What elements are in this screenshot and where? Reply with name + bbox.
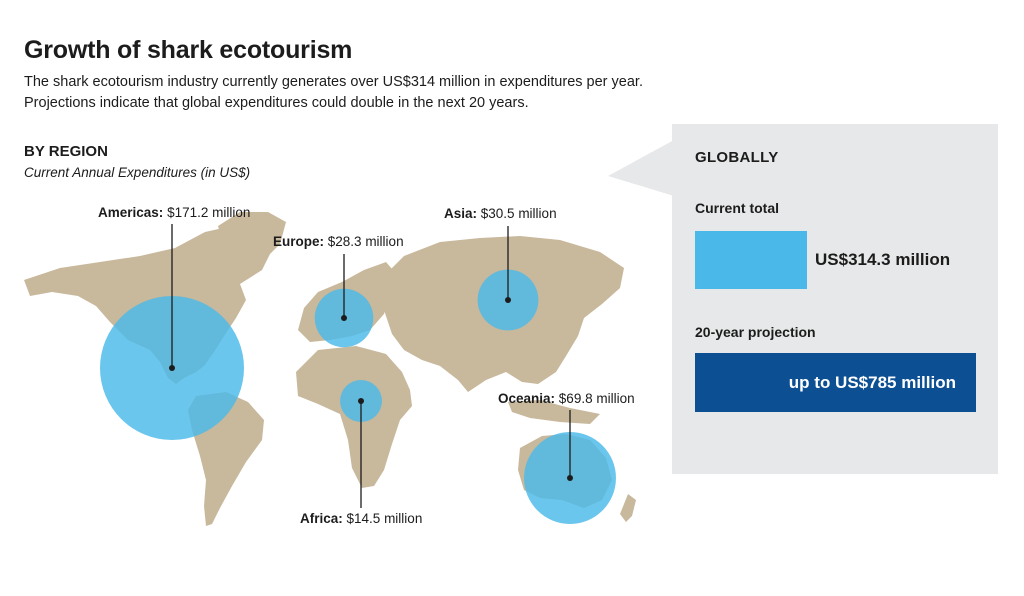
region-value: $28.3 million xyxy=(327,234,404,249)
projection-bar: up to US$785 million xyxy=(695,353,976,412)
region-label-africa: Africa: $14.5 million xyxy=(300,511,422,526)
page-title: Growth of shark ecotourism xyxy=(24,36,353,64)
region-label-oceania: Oceania: $69.8 million xyxy=(498,391,635,406)
region-heading: BY REGION xyxy=(24,143,108,160)
bubble-center-dot-africa xyxy=(358,398,364,404)
bubble-center-dot-europe xyxy=(341,315,347,321)
region-name: Asia: xyxy=(444,206,478,221)
projection-label: 20-year projection xyxy=(695,324,816,340)
region-label-europe: Europe: $28.3 million xyxy=(273,234,404,249)
region-label-asia: Asia: $30.5 million xyxy=(444,206,557,221)
indonesia-landmass xyxy=(508,400,600,424)
region-value: $14.5 million xyxy=(346,511,423,526)
region-name: Africa: xyxy=(300,511,343,526)
leader-lines xyxy=(169,224,573,508)
region-value: $171.2 million xyxy=(167,205,251,220)
globally-heading: GLOBALLY xyxy=(695,149,779,166)
panel-pointer xyxy=(608,140,674,196)
region-name: Oceania: xyxy=(498,391,556,406)
bubble-center-dot-asia xyxy=(505,297,511,303)
globally-panel xyxy=(672,124,998,474)
bubble-center-dot-americas xyxy=(169,365,175,371)
projection-value: up to US$785 million xyxy=(788,373,956,392)
new-zealand-landmass xyxy=(620,494,636,522)
current-total-value: US$314.3 million xyxy=(815,250,951,269)
world-map xyxy=(24,212,636,526)
current-total-swatch xyxy=(695,231,807,289)
region-label-americas: Americas: $171.2 million xyxy=(98,205,250,220)
region-name: Americas: xyxy=(98,205,164,220)
region-value: $30.5 million xyxy=(480,206,557,221)
region-subheading: Current Annual Expenditures (in US$) xyxy=(24,165,251,180)
current-total-label: Current total xyxy=(695,200,779,216)
bubble-center-dot-oceania xyxy=(567,475,573,481)
greenland-landmass xyxy=(218,212,286,266)
region-name: Europe: xyxy=(273,234,325,249)
region-value: $69.8 million xyxy=(558,391,635,406)
page-subtitle: The shark ecotourism industry currently … xyxy=(24,74,643,111)
